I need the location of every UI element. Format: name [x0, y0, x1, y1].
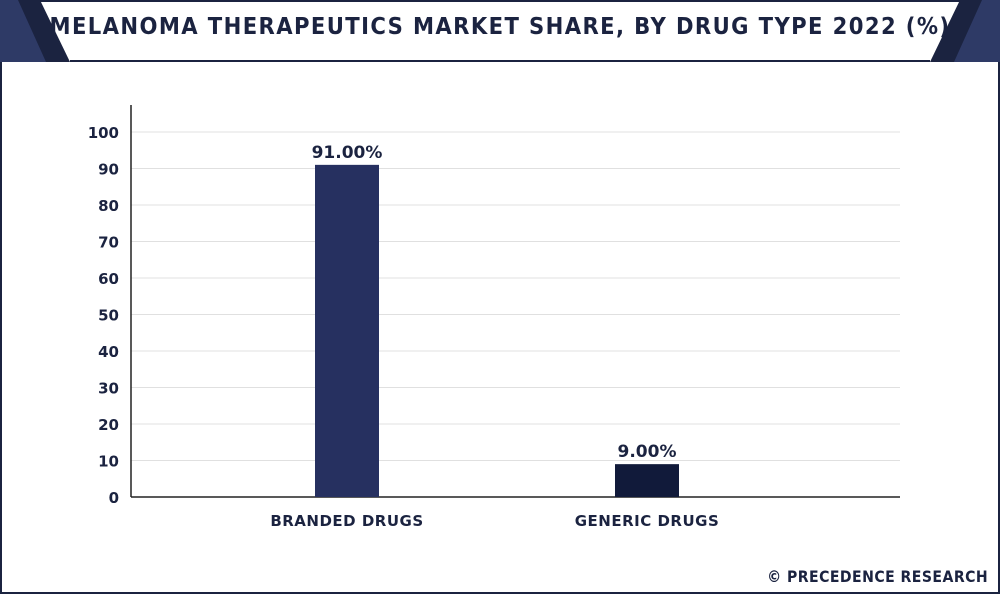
axes: [130, 105, 900, 498]
data-labels: 91.00% 9.00%: [312, 143, 677, 462]
y-tick-label: 100: [88, 124, 119, 142]
header-decoration: [0, 0, 1000, 62]
chart-title: MELANOMA THERAPEUTICS MARKET SHARE, BY D…: [49, 14, 951, 40]
y-tick-label: 70: [98, 234, 119, 252]
right-corner-shade: [954, 0, 1000, 62]
y-tick-label: 0: [109, 489, 119, 507]
y-tick-label: 50: [98, 307, 119, 325]
grid-lines: [131, 131, 900, 461]
y-tick-label: 10: [98, 453, 119, 471]
source-credit: © PRECEDENCE RESEARCH: [767, 567, 988, 586]
left-corner-shade: [0, 0, 46, 62]
y-tick-labels: 0 10 20 30 40 50 60 70 80 90 100: [88, 124, 119, 507]
bar-generic-drugs: [615, 464, 679, 497]
y-tick-label: 30: [98, 380, 119, 398]
header-banner: MELANOMA THERAPEUTICS MARKET SHARE, BY D…: [0, 0, 1000, 62]
y-tick-label: 40: [98, 343, 119, 361]
bars: [315, 164, 679, 497]
x-tick-labels: BRANDED DRUGS GENERIC DRUGS: [270, 512, 720, 530]
data-label: 9.00%: [618, 442, 677, 462]
y-tick-label: 60: [98, 270, 119, 288]
x-tick-label: GENERIC DRUGS: [575, 512, 720, 530]
y-tick-label: 90: [98, 161, 119, 179]
y-tick-label: 20: [98, 416, 119, 434]
bar-branded-drugs: [315, 164, 379, 497]
x-tick-label: BRANDED DRUGS: [270, 512, 423, 530]
data-label: 91.00%: [312, 143, 383, 163]
y-tick-label: 80: [98, 197, 119, 215]
